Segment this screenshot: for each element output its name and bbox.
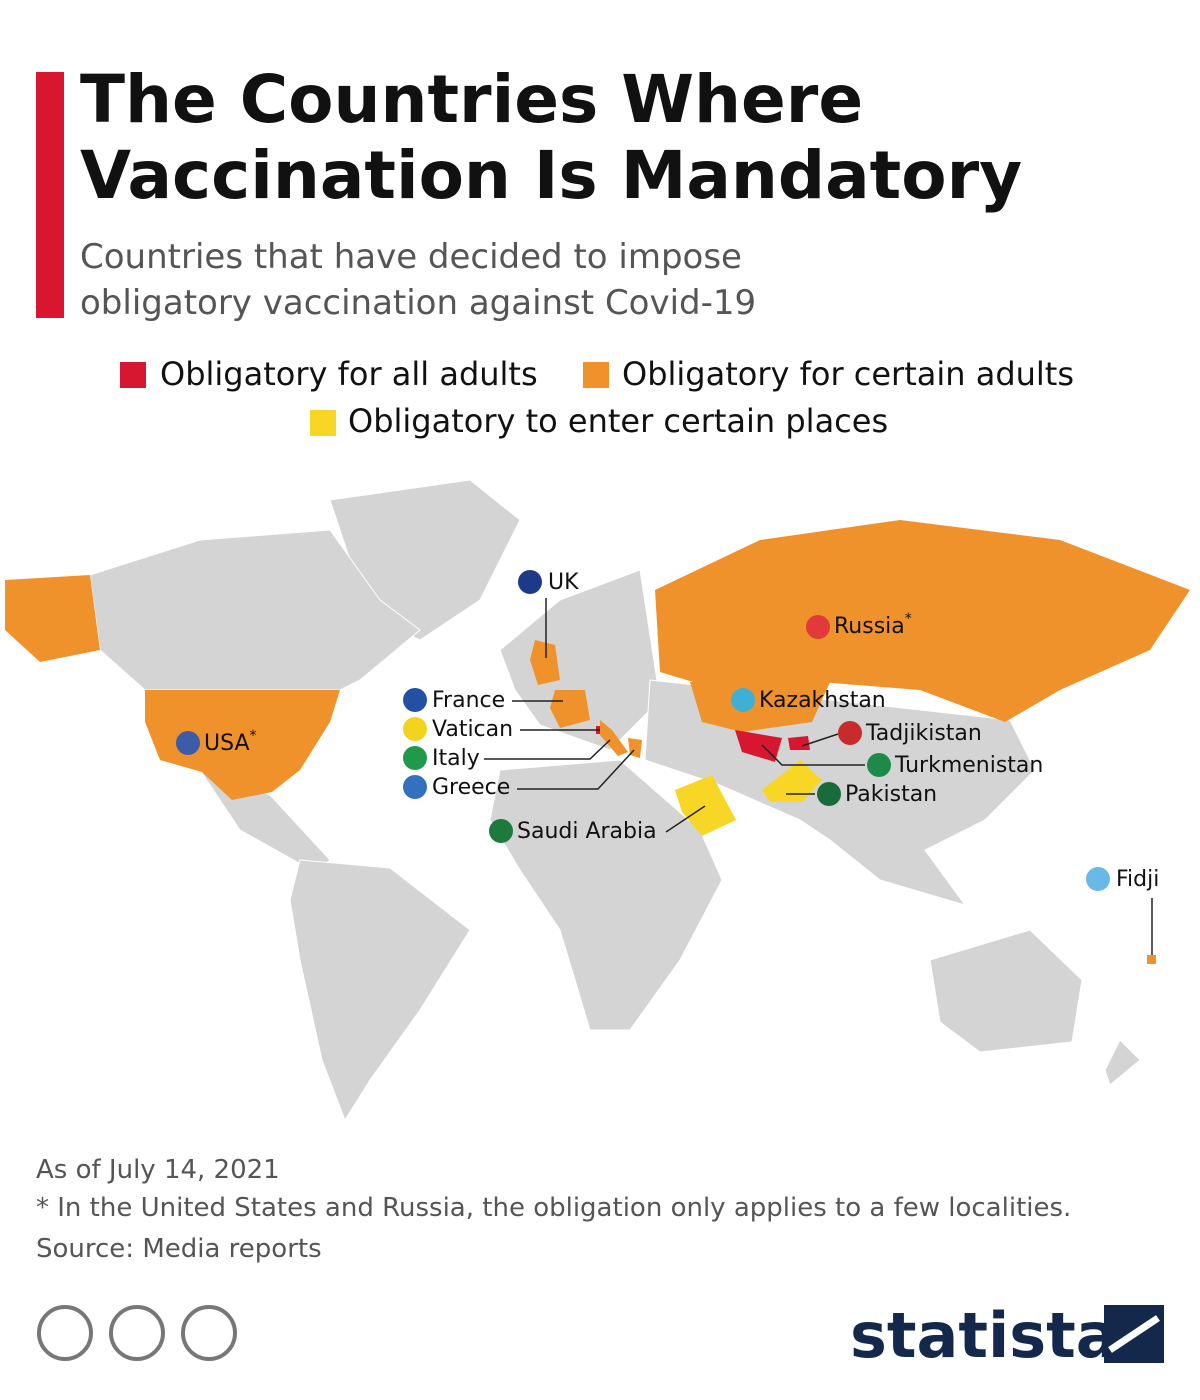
country-name: USA [204, 731, 250, 756]
subtitle: Countries that have decided to impose ob… [80, 237, 757, 323]
legend-swatch [310, 410, 336, 436]
country-label: Fidji [1116, 867, 1159, 892]
country-shape [145, 690, 340, 800]
country-shape [655, 520, 1190, 722]
legend-swatch [583, 362, 609, 388]
legend-label: Obligatory for all adults [160, 355, 538, 393]
country-label: Tadjikistan [865, 721, 982, 746]
country-label: Vatican [432, 717, 513, 742]
title: The Countries Where Vaccination Is Manda… [80, 61, 1023, 214]
country-shape [550, 690, 590, 728]
country-shape [690, 682, 830, 732]
footer-note: * In the United States and Russia, the o… [36, 1193, 1072, 1223]
country-shape [1147, 955, 1156, 964]
logo: statista [850, 1299, 1118, 1372]
legend-label: Obligatory to enter certain places [348, 402, 888, 440]
country-label: Italy [432, 746, 480, 771]
country-label: Saudi Arabia [517, 819, 657, 844]
country-name: Russia [834, 614, 905, 639]
country-shape [788, 736, 810, 750]
country-label: Pakistan [845, 782, 937, 807]
leaders [484, 598, 1153, 955]
country-shape [530, 640, 560, 685]
country-label: Greece [432, 775, 510, 800]
footer-date: As of July 14, 2021 [36, 1155, 280, 1185]
flags [176, 570, 1110, 891]
legend: Obligatory for all adults Obligatory for… [120, 355, 1074, 440]
country-label: UK [548, 570, 579, 595]
country-labels: USA* UK France Vatican Italy Greece Saud… [204, 570, 1159, 892]
country-label: Turkmenistan [894, 753, 1043, 778]
country-shape [5, 575, 100, 662]
legend-swatch [120, 362, 146, 388]
country-shape [675, 775, 736, 836]
note-marker: * [905, 611, 912, 627]
accent-bar [36, 72, 64, 318]
logo-mark [1104, 1305, 1164, 1363]
legend-label: Obligatory for certain adults [622, 355, 1074, 393]
note-marker: * [250, 728, 257, 744]
country-label: USA* [204, 728, 257, 756]
footer-source: Source: Media reports [36, 1234, 322, 1264]
country-label: France [432, 688, 505, 713]
country-shape [762, 760, 822, 802]
country-shape [600, 720, 628, 756]
license-icons [37, 1305, 237, 1361]
country-label: Kazakhstan [759, 688, 886, 713]
countries [5, 520, 1190, 964]
country-label: Russia* [834, 611, 912, 639]
